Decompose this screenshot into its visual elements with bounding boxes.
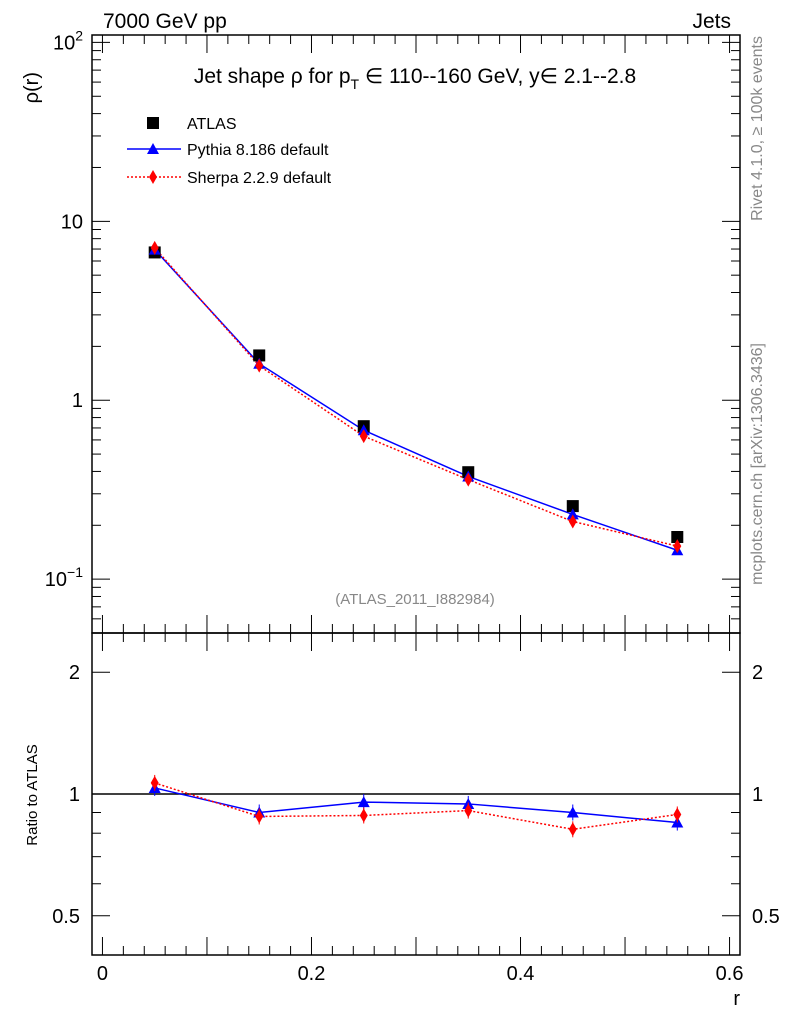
axes: 10−1 1 10 102 0.5 0.5 1 1 2 2 0 0.2 0.4 0.6 xyxy=(45,27,780,985)
main-point-square xyxy=(253,349,266,362)
header-left: 7000 GeV pp xyxy=(103,10,227,33)
ratio-y-tick-label: 0.5 xyxy=(52,906,80,928)
chart-title: Jet shape ρ for pT ∈ 110--160 GeV, y∈ 2.… xyxy=(194,65,636,92)
x-tick-label: 0.6 xyxy=(716,963,744,985)
ratio-frame xyxy=(91,632,741,956)
main-point-diamond xyxy=(150,240,159,255)
y-tick-label: 10 xyxy=(61,211,83,233)
main-point-triangle xyxy=(566,508,579,520)
main-y-label: ρ(r) xyxy=(21,72,43,103)
legend-pythia-label: Pythia 8.186 default xyxy=(187,142,329,159)
ratio-y-tick-label: 1 xyxy=(69,784,80,806)
main-point-diamond xyxy=(359,429,368,444)
ratio-y-tick-label-right: 0.5 xyxy=(752,906,780,928)
mcplots-label: mcplots.cern.ch [arXiv:1306.3436] xyxy=(749,343,766,585)
main-point-square xyxy=(566,500,579,513)
x-axis-label: r xyxy=(733,988,740,1010)
y-tick-label: 102 xyxy=(53,27,83,54)
main-line-diamond xyxy=(154,247,678,547)
ratio-point-diamond xyxy=(150,775,159,790)
watermark: (ATLAS_2011_I882984) xyxy=(335,591,495,608)
main-point-diamond xyxy=(255,358,264,373)
legend-atlas-label: ATLAS xyxy=(187,116,237,133)
ratio-y-tick-label: 2 xyxy=(69,662,80,684)
legend-pythia-marker xyxy=(147,143,159,154)
ratio-point-diamond xyxy=(568,822,577,837)
data-marks xyxy=(148,240,684,838)
ratio-y-tick-label-right: 1 xyxy=(752,784,763,806)
ratio-point-diamond xyxy=(464,803,473,818)
ratio-point-diamond xyxy=(673,807,682,822)
main-line-triangle xyxy=(154,249,678,551)
legend-atlas-marker xyxy=(147,117,159,129)
x-tick-label: 0 xyxy=(97,963,108,985)
x-tick-label: 0.4 xyxy=(507,963,535,985)
main-point-diamond xyxy=(464,472,473,487)
y-tick-label: 1 xyxy=(72,390,83,412)
y-tick-label: 10−1 xyxy=(45,564,83,591)
ratio-point-diamond xyxy=(255,809,264,824)
ratio-y-label: Ratio to ATLAS xyxy=(24,744,41,845)
legend-sherpa-marker xyxy=(149,170,157,184)
main-point-diamond xyxy=(568,514,577,529)
ratio-y-tick-label-right: 2 xyxy=(752,662,763,684)
header-right: Jets xyxy=(692,10,731,33)
legend-sherpa-label: Sherpa 2.2.9 default xyxy=(187,170,332,187)
ratio-line-triangle xyxy=(154,787,678,824)
main-point-diamond xyxy=(673,539,682,554)
rivet-label: Rivet 4.1.0, ≥ 100k events xyxy=(749,36,766,221)
ratio-point-triangle xyxy=(566,806,579,818)
ratio-point-triangle xyxy=(357,796,370,808)
legend: ATLAS Pythia 8.186 default Sherpa 2.2.9 … xyxy=(127,116,332,187)
main-point-square xyxy=(671,531,684,544)
ratio-point-diamond xyxy=(359,808,368,823)
x-tick-label: 0.2 xyxy=(298,963,326,985)
